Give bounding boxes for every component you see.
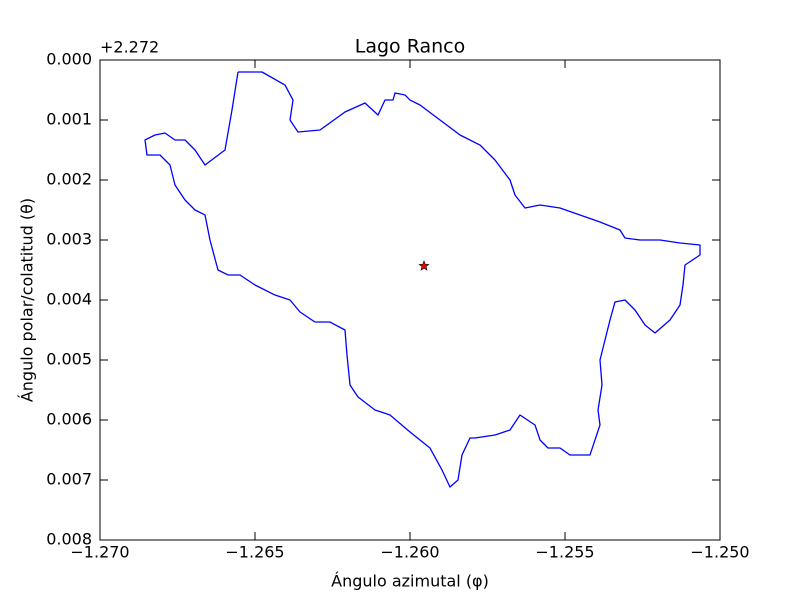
y-offset-label: +2.272 (100, 38, 159, 57)
outline-line (144, 71, 701, 488)
y-tick-label: 0.004 (46, 290, 92, 309)
y-axis-label: Ángulo polar/colatitud (θ) (18, 198, 37, 402)
y-tick-label: 0.005 (46, 350, 92, 369)
y-tick-label: 0.006 (46, 410, 92, 429)
x-tick-label: −1.255 (535, 543, 594, 562)
y-tick-label: 0.008 (46, 530, 92, 549)
y-tick-label: 0.001 (46, 110, 92, 129)
plot-frame (99, 59, 721, 541)
x-axis-label: Ángulo azimutal (φ) (331, 572, 489, 591)
y-tick-label: 0.002 (46, 170, 92, 189)
y-tick-label: 0.007 (46, 470, 92, 489)
y-tick-label: 0.000 (46, 50, 92, 69)
x-tick-label: −1.260 (380, 543, 439, 562)
y-tick-label: 0.003 (46, 230, 92, 249)
chart-title: Lago Ranco (355, 36, 466, 58)
x-tick-label: −1.265 (225, 543, 284, 562)
x-tick-label: −1.250 (690, 543, 749, 562)
x-tick-label: −1.270 (70, 543, 129, 562)
center-marker (418, 260, 430, 271)
